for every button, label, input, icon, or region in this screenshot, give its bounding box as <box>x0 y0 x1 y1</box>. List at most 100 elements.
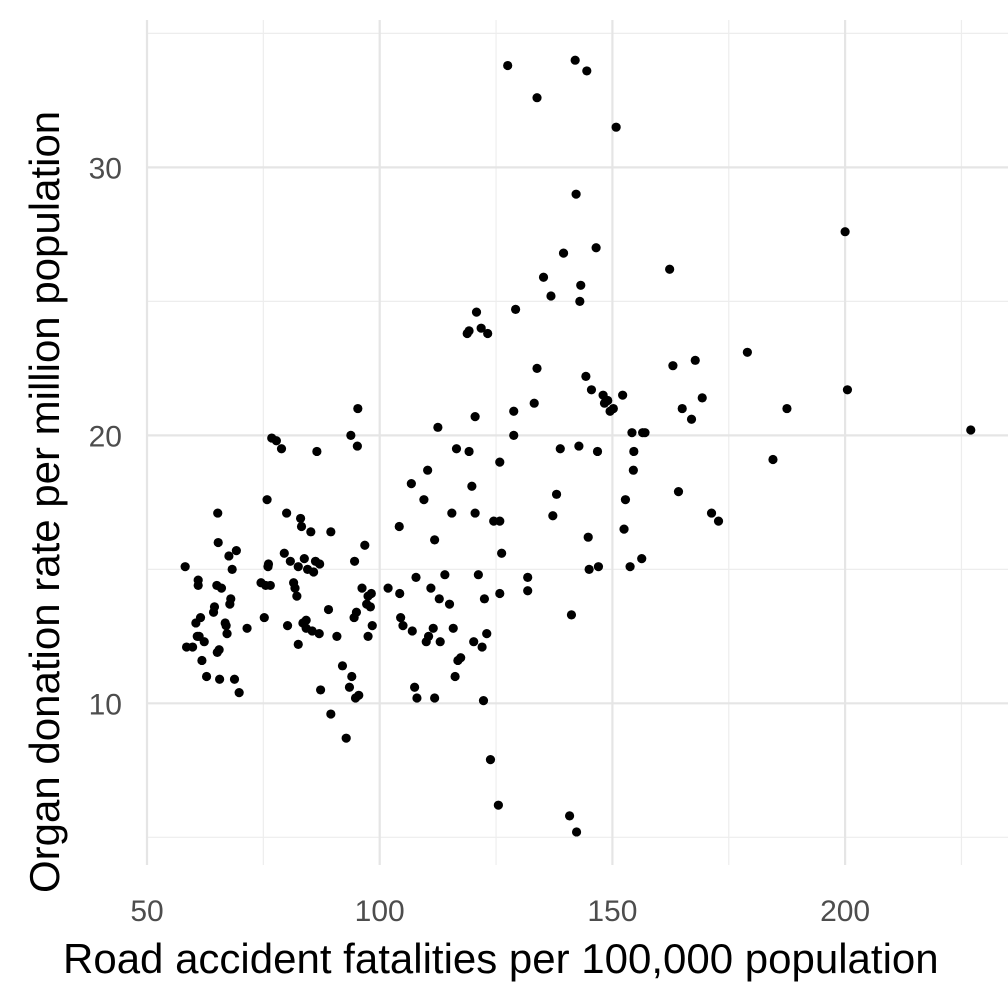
data-point <box>423 631 434 641</box>
data-point <box>564 811 575 821</box>
data-point <box>312 446 322 457</box>
data-point <box>229 674 240 684</box>
data-point <box>398 621 408 631</box>
data-point <box>349 556 360 566</box>
data-point <box>584 564 594 574</box>
data-point <box>570 55 580 65</box>
data-point <box>299 554 309 564</box>
data-point <box>448 623 458 633</box>
data-point <box>226 594 236 604</box>
data-point <box>354 690 364 700</box>
data-point <box>575 296 585 306</box>
data-point <box>603 395 613 406</box>
data-point <box>620 495 631 505</box>
data-point <box>216 583 227 593</box>
y-tick-label: 30 <box>89 152 122 185</box>
data-point <box>367 621 377 631</box>
data-point <box>419 495 429 505</box>
data-point <box>430 693 440 703</box>
data-point <box>495 588 505 599</box>
data-point <box>360 540 370 550</box>
data-point <box>282 508 292 518</box>
data-point <box>476 323 486 333</box>
x-tick-label: 200 <box>820 895 870 928</box>
data-point <box>292 591 302 601</box>
data-point <box>451 444 462 454</box>
data-point <box>395 588 405 599</box>
data-point <box>193 580 203 591</box>
data-point <box>706 508 717 518</box>
data-point <box>586 385 597 395</box>
data-point <box>296 521 307 532</box>
data-point <box>435 637 445 647</box>
data-point <box>433 422 443 432</box>
data-point <box>366 588 376 599</box>
y-axis-tick-labels: 10 20 30 <box>89 152 122 721</box>
data-point <box>315 685 326 695</box>
data-point <box>503 60 513 71</box>
data-point <box>471 307 482 317</box>
data-point <box>782 403 792 414</box>
data-point <box>637 554 647 564</box>
data-point <box>574 441 584 451</box>
data-point <box>215 674 225 684</box>
data-point <box>966 425 976 435</box>
grid-lines <box>145 20 1008 865</box>
data-point <box>309 567 319 577</box>
data-point <box>423 465 433 475</box>
data-point <box>306 527 316 537</box>
data-point <box>195 612 206 623</box>
data-point <box>464 446 474 457</box>
y-axis-title: Organ donation rate per million populati… <box>21 111 68 893</box>
y-tick-label: 10 <box>89 688 122 721</box>
data-point <box>263 559 274 569</box>
data-point <box>213 508 223 518</box>
data-point <box>231 545 241 556</box>
data-point <box>538 272 549 282</box>
data-point <box>591 243 601 253</box>
data-point <box>234 688 244 698</box>
data-point <box>394 521 404 532</box>
data-point <box>497 548 507 558</box>
data-point <box>353 403 363 414</box>
data-point <box>629 446 639 457</box>
y-tick-label: 20 <box>89 420 122 453</box>
data-point <box>581 371 591 382</box>
data-point <box>619 524 629 534</box>
data-point <box>625 562 635 572</box>
data-point <box>529 398 539 408</box>
data-point <box>407 626 417 636</box>
data-point <box>341 733 351 743</box>
data-point <box>326 527 336 537</box>
data-point <box>396 612 406 623</box>
data-point <box>686 414 697 424</box>
data-point <box>279 548 289 558</box>
data-point <box>197 655 207 666</box>
data-point <box>412 693 422 703</box>
data-point <box>295 513 306 524</box>
data-point <box>583 532 593 542</box>
data-point <box>509 406 519 416</box>
data-point <box>482 629 492 639</box>
data-point <box>768 454 778 465</box>
x-tick-label: 100 <box>355 895 405 928</box>
data-point <box>271 436 281 446</box>
data-point <box>546 291 556 301</box>
data-point <box>713 516 724 526</box>
data-point <box>677 403 687 414</box>
data-point <box>576 280 586 290</box>
data-point <box>479 594 490 604</box>
data-point <box>470 412 480 422</box>
data-point <box>473 570 483 580</box>
data-point <box>301 615 311 625</box>
data-point <box>227 564 237 574</box>
data-point <box>611 122 621 132</box>
x-axis-title: Road accident fatalities per 100,000 pop… <box>63 935 939 982</box>
data-point <box>485 755 496 765</box>
data-point <box>434 594 444 604</box>
data-point <box>493 800 503 810</box>
data-point <box>532 363 542 373</box>
data-point <box>511 304 521 315</box>
data-point <box>265 580 275 591</box>
data-point <box>314 629 324 639</box>
